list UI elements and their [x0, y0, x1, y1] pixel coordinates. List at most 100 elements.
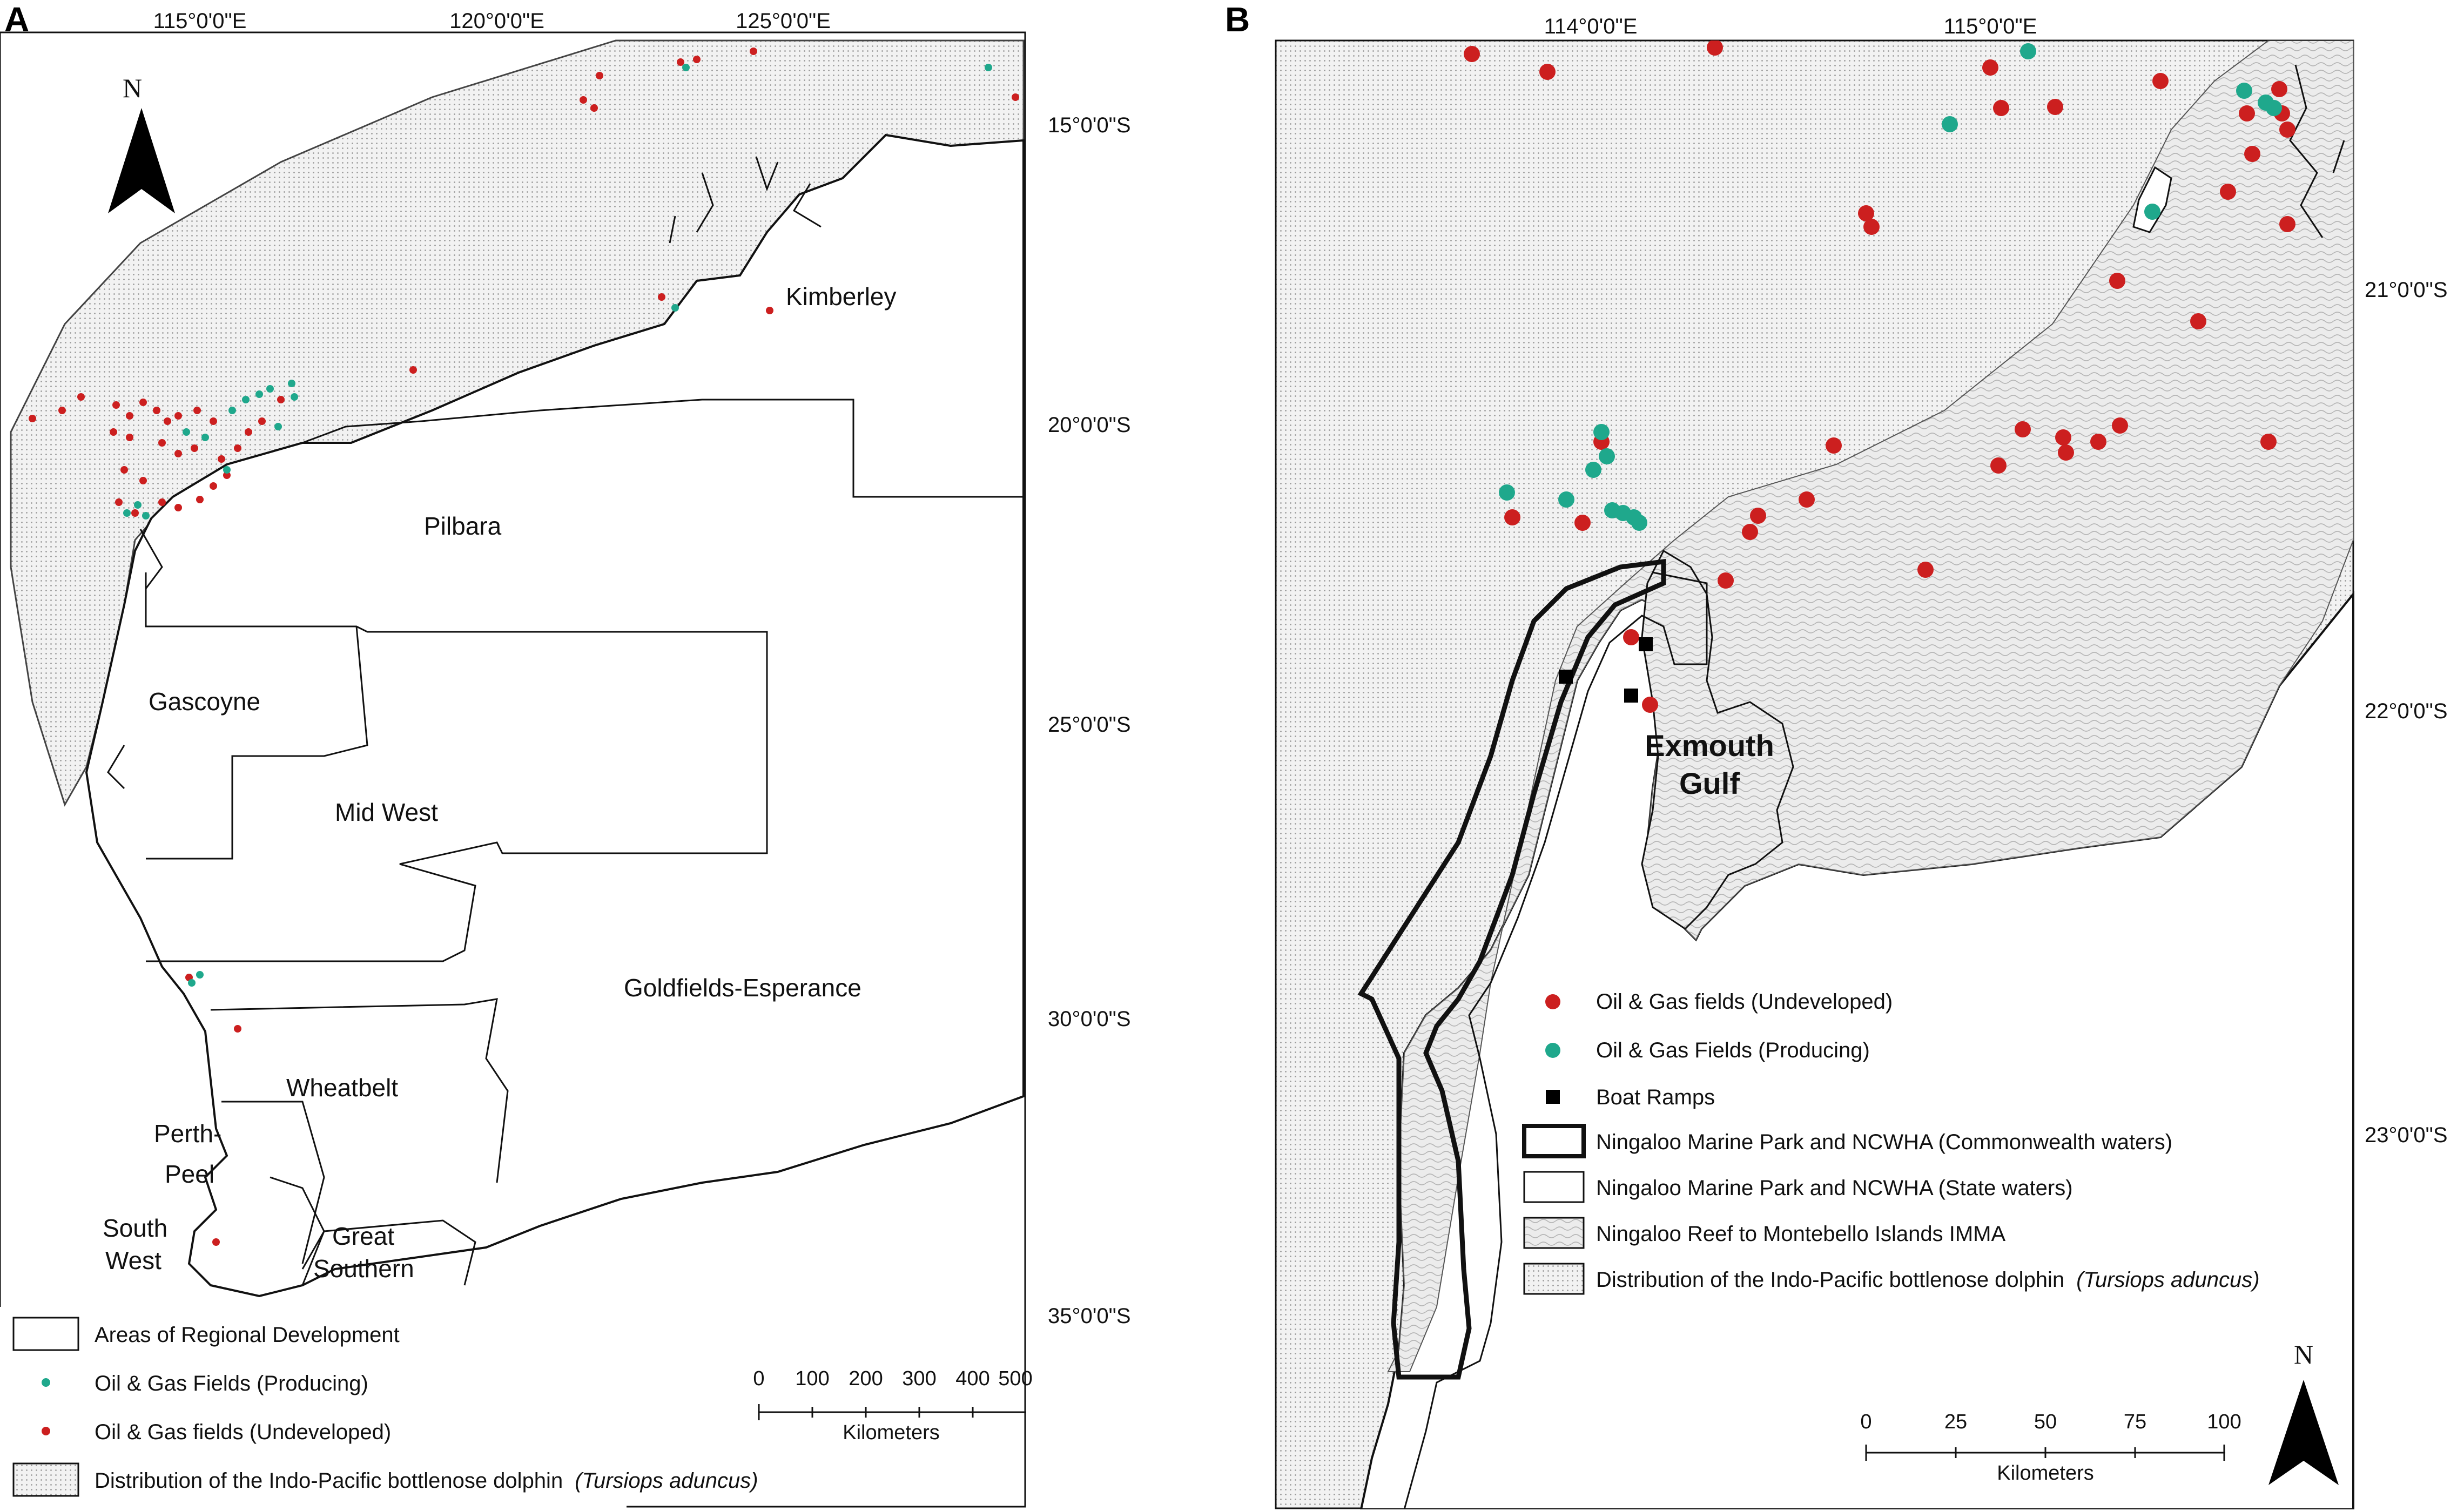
panel-b-island [2132, 166, 2172, 233]
field-marker [1858, 205, 1874, 221]
field-marker [196, 496, 204, 503]
scale-a-tick-100: 100 [795, 1367, 829, 1390]
panel-b-exmouth-gulf [1641, 549, 1794, 930]
field-marker [1593, 424, 1610, 440]
panel-a-letter: A [4, 0, 29, 39]
field-marker [1631, 515, 1647, 531]
field-marker [245, 428, 252, 436]
field-marker [1642, 697, 1658, 713]
panel-a-lat-25: 25°0'0"S [1048, 713, 1131, 737]
field-marker [115, 498, 123, 506]
scale-a-unit: Kilometers [843, 1421, 940, 1444]
field-marker [985, 64, 992, 71]
field-marker [682, 64, 690, 71]
legend-swatch-commonwealth [1522, 1124, 1586, 1158]
panel-b-letter: B [1225, 0, 1250, 39]
scale-a-tick-400: 400 [955, 1367, 989, 1390]
field-marker [193, 407, 201, 414]
field-marker [191, 444, 198, 452]
panel-a-lon-120: 120°0'0"E [449, 9, 544, 33]
field-marker [228, 407, 236, 414]
field-marker [1863, 219, 1880, 235]
legend-label-imma: Ningaloo Reef to Montebello Islands IMMA [1596, 1222, 2005, 1246]
field-marker [234, 444, 241, 452]
field-marker [234, 1025, 241, 1033]
panel-b-scale-bar: 0 25 50 75 100 Kilometers [1847, 1393, 2241, 1501]
field-marker [1585, 462, 1601, 478]
field-marker [2015, 421, 2031, 437]
scale-b-tick-75: 75 [2124, 1411, 2146, 1433]
panel-b-boat-ramps [1559, 637, 1653, 703]
scale-b-tick-0: 0 [1860, 1411, 1871, 1433]
field-marker [671, 304, 679, 312]
boat-ramp-marker [1639, 637, 1653, 651]
field-marker [158, 498, 166, 506]
panel-a-north-label: N [123, 73, 142, 103]
field-marker [2279, 216, 2295, 232]
panel-a-legend-box [0, 1307, 627, 1509]
field-marker [288, 380, 295, 387]
panel-b-commonwealth-boundary [1357, 558, 1666, 1380]
north-arrow-icon [108, 108, 175, 213]
field-marker [1464, 46, 1480, 62]
field-marker [1539, 64, 1556, 80]
panel-b-lat-22: 22°0'0"S [2365, 699, 2448, 723]
boat-ramp-marker [1624, 689, 1638, 703]
legend-swatch-undeveloped [1545, 994, 1560, 1009]
field-marker [1742, 524, 1758, 540]
panel-a-coast-detail [107, 156, 822, 790]
region-label-great-line2: Southern [313, 1254, 414, 1283]
panel-a-undeveloped-fields [29, 48, 1019, 1246]
scale-b-tick-100: 100 [2207, 1411, 2241, 1433]
field-marker [188, 979, 196, 987]
panel-a-north-arrow: N [108, 73, 175, 213]
region-label-gascoyne: Gascoyne [149, 687, 260, 716]
field-marker [1012, 93, 1019, 101]
panel-a-lat-30: 30°0'0"S [1048, 1007, 1131, 1031]
field-marker [1499, 484, 1515, 501]
legend-swatch-distribution [12, 1462, 79, 1497]
field-marker [2279, 122, 2295, 138]
field-marker [196, 971, 204, 979]
region-label-goldfields: Goldfields-Esperance [624, 974, 861, 1002]
field-marker [1990, 457, 2007, 474]
field-marker [677, 58, 684, 66]
field-marker [123, 509, 131, 517]
panel-a-lat-35: 35°0'0"S [1048, 1304, 1131, 1328]
legend-label-state: Ningaloo Marine Park and NCWHA (State wa… [1596, 1176, 2073, 1200]
field-marker [1707, 41, 1723, 56]
field-marker [242, 396, 250, 403]
field-marker [183, 428, 190, 436]
legend-label-producing: Oil & Gas Fields (Producing) [95, 1372, 368, 1395]
field-marker [223, 471, 231, 479]
field-marker [2058, 444, 2074, 461]
panel-b-lon-115: 115°0'0"E [1944, 15, 2037, 38]
field-marker [58, 407, 66, 414]
scale-b-unit: Kilometers [1997, 1462, 2094, 1485]
field-marker [210, 417, 217, 425]
field-marker [277, 396, 285, 403]
panel-b-undeveloped-fields [1464, 41, 2295, 713]
legend-label-producing: Oil & Gas Fields (Producing) [1596, 1038, 1870, 1062]
field-marker [134, 501, 142, 509]
legend-swatch-producing [1545, 1043, 1560, 1058]
boat-ramp-marker [1559, 670, 1573, 684]
panel-b-state-boundary [1403, 571, 1708, 1509]
scale-a-tick-0: 0 [753, 1367, 764, 1390]
field-marker [2260, 434, 2277, 450]
field-marker [110, 428, 117, 436]
panel-b-legend-box [1520, 977, 2266, 1312]
field-marker [266, 385, 274, 393]
field-marker [1799, 491, 1815, 508]
field-marker [174, 504, 182, 511]
panel-a-lon-125: 125°0'0"E [736, 9, 831, 33]
field-marker [223, 466, 231, 474]
region-label-kimberley: Kimberley [786, 282, 897, 311]
field-marker [2190, 313, 2206, 329]
scale-b-tick-25: 25 [1944, 1411, 1967, 1433]
field-marker [2020, 43, 2036, 59]
panel-a-producing-fields [123, 64, 992, 987]
field-marker [2152, 73, 2169, 89]
field-marker [126, 412, 133, 420]
